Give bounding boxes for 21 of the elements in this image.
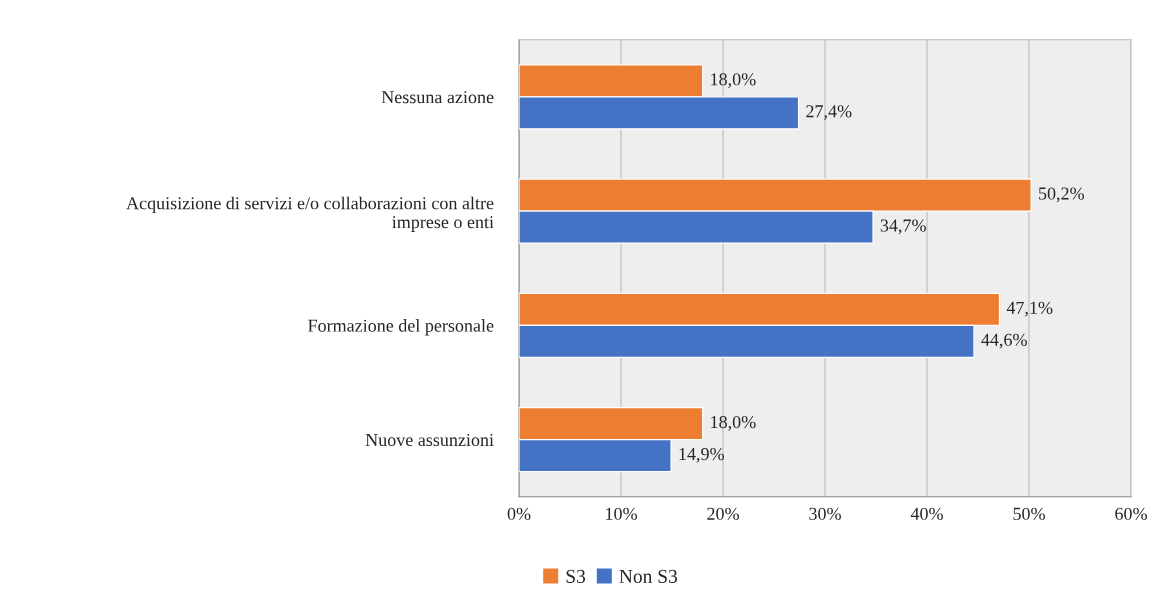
data-label: 18,0% xyxy=(711,73,756,88)
data-label: 34,7% xyxy=(880,219,926,235)
legend-label: Non S3 xyxy=(619,569,677,583)
x-tick-label: 40% xyxy=(910,507,943,520)
x-tick-label: 50% xyxy=(1013,507,1045,520)
legend-label: S3 xyxy=(566,569,586,583)
data-label: 50,2% xyxy=(1039,187,1085,203)
x-tick-label: 10% xyxy=(606,507,637,520)
data-label: 27,4% xyxy=(806,105,852,120)
x-tick-label: 60% xyxy=(1115,507,1147,520)
data-label: 14,9% xyxy=(679,447,724,463)
y-tick-label: Acquisizione di servizi e/o collaborazioni con altre imprese o enti xyxy=(126,196,494,232)
y-tick-label: Formazione del personale xyxy=(308,319,494,336)
x-tick-label: 0% xyxy=(507,507,531,520)
y-tick-label: Nuove assunzioni xyxy=(365,433,494,447)
x-tick-label: 20% xyxy=(707,507,739,520)
x-tick-label: 30% xyxy=(809,507,841,520)
data-label: 47,1% xyxy=(1006,301,1053,317)
data-label: 18,0% xyxy=(711,415,756,431)
data-label: 44,6% xyxy=(981,333,1027,349)
y-tick-label: Nessuna azione xyxy=(381,91,494,104)
